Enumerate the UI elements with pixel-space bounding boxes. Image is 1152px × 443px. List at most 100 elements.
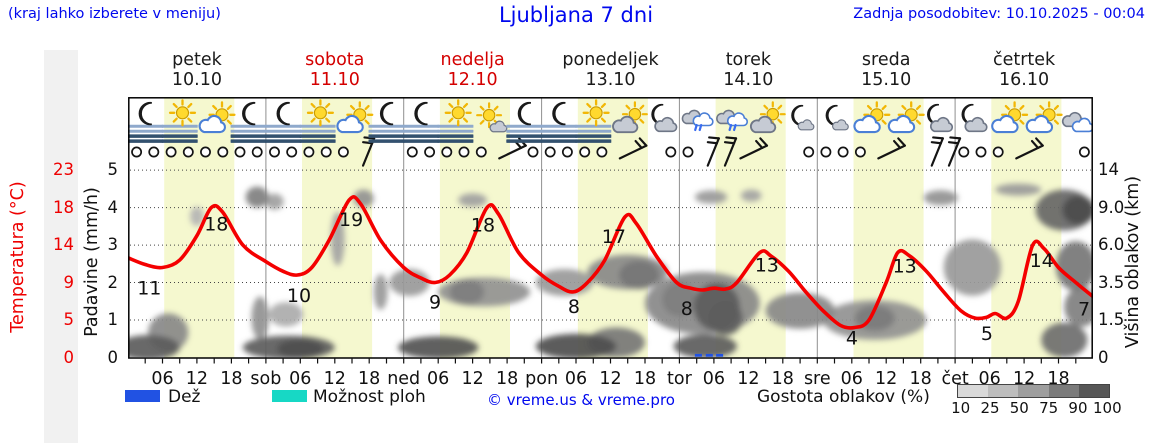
svg-text:13: 13 — [893, 256, 917, 278]
moon-gcloud-icon — [964, 116, 988, 133]
svg-text:06: 06 — [289, 369, 311, 389]
scale-segment — [958, 385, 989, 397]
rain-legend-swatch — [125, 390, 160, 402]
svg-text:14: 14 — [1030, 250, 1054, 272]
precip-tick: 5 — [107, 159, 119, 179]
rain-legend-label: Dež — [168, 387, 201, 407]
moon-fog-icon — [127, 124, 164, 143]
day-header: sreda 15.10 — [861, 50, 911, 90]
x-axis-ticks — [144, 358, 1077, 364]
wind-row — [131, 132, 1090, 167]
svg-text:4: 4 — [846, 328, 858, 350]
day-header: torek 14.10 — [723, 50, 773, 90]
wind-calm-icon — [165, 146, 177, 158]
svg-text:sob: sob — [250, 369, 281, 389]
scale-label: 25 — [980, 399, 1000, 417]
svg-text:18: 18 — [634, 369, 656, 389]
svg-text:12: 12 — [186, 369, 208, 389]
wind-calm-icon — [424, 146, 436, 158]
svg-text:ned: ned — [387, 369, 420, 389]
svg-text:12: 12 — [324, 369, 346, 389]
day-name: ponedeljek — [562, 50, 659, 70]
copyright-link[interactable]: © vreme.us & vreme.pro — [487, 391, 675, 409]
wind-calm-icon — [544, 146, 556, 158]
moon-fog-icon — [276, 101, 291, 126]
svg-text:18: 18 — [910, 369, 932, 389]
day-name: četrtek — [992, 50, 1056, 70]
sun-fog-icon — [444, 99, 472, 127]
day-header: petek 10.10 — [172, 50, 222, 90]
wind-calm-icon — [579, 146, 591, 158]
daylight-bands — [164, 98, 1062, 358]
wind-calm-icon — [975, 146, 987, 158]
cloud-height-tick: 14 — [1098, 159, 1119, 179]
svg-text:18: 18 — [772, 369, 794, 389]
svg-text:12: 12 — [461, 369, 483, 389]
page-title: Ljubljana 7 dni — [498, 3, 654, 27]
last-update: Zadnja posodobitev: 10.10.2025 - 00:04 — [853, 6, 1145, 22]
menu-hint: (kraj lahko izberete v meniju) — [8, 6, 221, 22]
moon-scloud-icon — [797, 119, 815, 131]
sun-fog-icon — [306, 99, 334, 127]
cloud-height-axis-label: Višina oblakov (km) — [1123, 175, 1143, 349]
scale-label: 10 — [951, 399, 971, 417]
svg-text:11: 11 — [137, 278, 161, 300]
temperature-curve — [126, 195, 1095, 330]
wind-calm-icon — [820, 146, 832, 158]
day-name: nedelja — [440, 50, 505, 70]
wind-calm-icon — [441, 146, 453, 158]
moon-fog-icon — [379, 101, 394, 126]
wind-calm-icon — [200, 146, 211, 158]
day-date: 16.10 — [999, 70, 1050, 90]
wind-calm-icon — [131, 146, 143, 158]
svg-text:06: 06 — [703, 369, 725, 389]
svg-text:18: 18 — [471, 215, 495, 237]
x-axis-labels: 06 12 18 sob 06 12 18 ned 06 12 18 pon 06 12 18 tor 06 12… — [151, 369, 1069, 389]
wind-calm-icon — [854, 146, 866, 158]
moon-scloud-icon — [832, 119, 849, 131]
day-date: 13.10 — [585, 70, 636, 90]
scale-segment — [1018, 385, 1049, 397]
scale-label: 90 — [1068, 399, 1088, 417]
scale-segment — [1078, 385, 1110, 397]
scale-segment — [988, 385, 1019, 397]
wind-calm-icon — [286, 146, 298, 158]
showers-legend-swatch — [272, 390, 307, 402]
precip-tick: 3 — [107, 234, 119, 254]
wind-calm-icon — [182, 146, 194, 158]
cloud-density-scale-labels: 10 25 50 75 90 100 — [946, 399, 1122, 417]
rain-bars — [694, 353, 724, 357]
wind-calm-icon — [992, 146, 1004, 158]
wind-calm-icon — [561, 146, 573, 158]
moon-fog-icon — [265, 124, 302, 143]
temp-tick: 5 — [63, 309, 75, 329]
day-header: četrtek 16.10 — [993, 50, 1055, 90]
wind-calm-icon — [337, 146, 349, 158]
precip-tick: 1 — [107, 309, 119, 329]
moon-gcloud-icon — [654, 116, 678, 133]
svg-text:18: 18 — [496, 369, 518, 389]
day-name: petek — [172, 50, 222, 70]
svg-text:9: 9 — [429, 292, 441, 314]
wind-calm-icon — [320, 146, 332, 158]
wind-calm-icon — [665, 146, 677, 158]
temp-tick: 23 — [53, 159, 74, 179]
day-header: sobota 11.10 — [305, 50, 364, 90]
moon-fog-icon — [540, 124, 577, 143]
wind-calm-icon — [269, 146, 280, 158]
scale-segment — [1048, 385, 1079, 397]
svg-text:8: 8 — [681, 298, 693, 320]
showers-legend-label: Možnost ploh — [313, 387, 426, 407]
wind-calm-icon — [527, 146, 539, 158]
svg-text:06: 06 — [151, 369, 173, 389]
svg-text:18: 18 — [204, 214, 228, 236]
precip-tick: 2 — [107, 272, 119, 292]
day-date: 10.10 — [171, 70, 222, 90]
day-header: nedelja 12.10 — [441, 50, 505, 90]
cloud-density-legend-label: Gostota oblakov (%) — [757, 387, 930, 407]
precipitation-axis-label: Padavine (mm/h) — [82, 187, 102, 337]
svg-text:12: 12 — [875, 369, 897, 389]
temp-tick: 9 — [63, 272, 75, 292]
meteogram-plot: 11 18 10 19 9 18 8 17 8 13 4 13 5 14 7 06 12 18 sob 06 12 18 n… — [126, 97, 1095, 390]
